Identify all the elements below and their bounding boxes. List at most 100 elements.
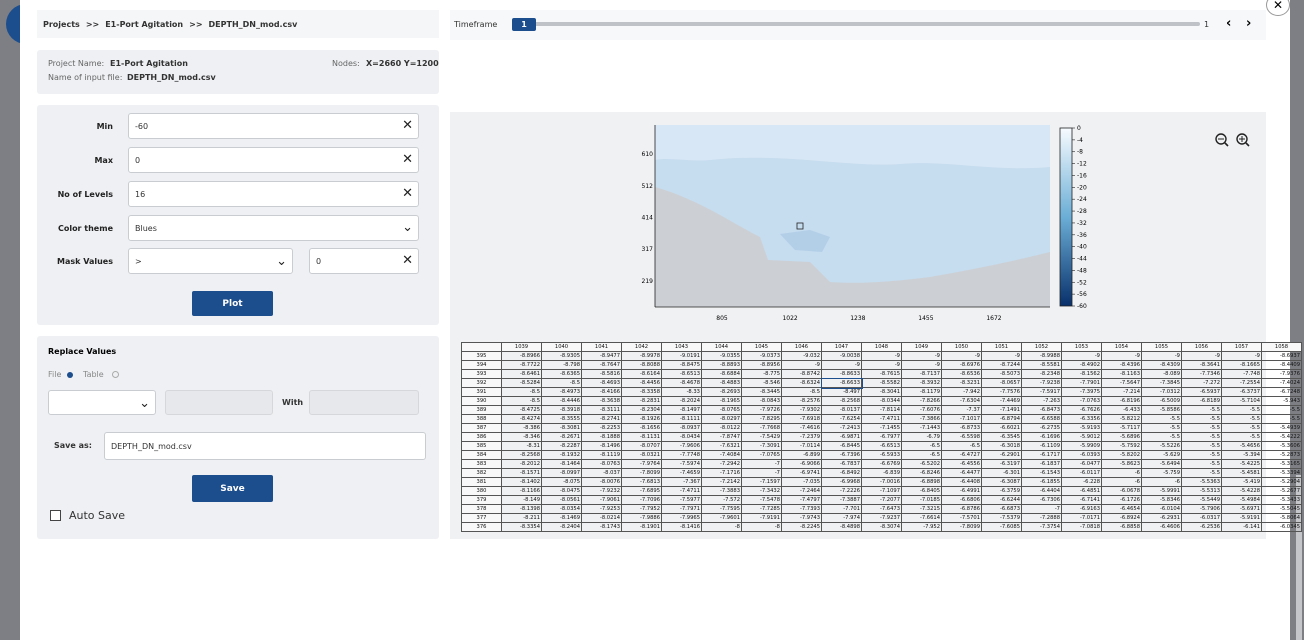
- cell[interactable]: -8.9477: [581, 351, 622, 361]
- cell[interactable]: -8.7647: [581, 360, 622, 370]
- cell[interactable]: -9: [1101, 351, 1142, 361]
- cell[interactable]: -6.9871: [821, 432, 862, 442]
- cell[interactable]: -8.2671: [541, 432, 582, 442]
- cell[interactable]: -5.8212: [1101, 414, 1142, 424]
- cell[interactable]: -7.2942: [701, 459, 742, 469]
- cell[interactable]: -7.6254: [821, 414, 862, 424]
- cell[interactable]: -8.4456: [621, 378, 662, 388]
- cell[interactable]: -5.8623: [1101, 459, 1142, 469]
- cell[interactable]: -7.4469: [981, 396, 1022, 406]
- cell[interactable]: -7: [741, 459, 782, 469]
- cell[interactable]: -6.3356: [1061, 414, 1102, 424]
- cell[interactable]: -6.5009: [1141, 396, 1182, 406]
- cell[interactable]: -8.1464: [541, 459, 582, 469]
- cell[interactable]: -7.0016: [861, 477, 902, 487]
- cell[interactable]: -7.214: [1101, 387, 1142, 397]
- cell[interactable]: -8.798: [541, 360, 582, 370]
- cell[interactable]: -5.8586: [1141, 405, 1182, 415]
- cell[interactable]: -5.5: [1181, 441, 1222, 451]
- cell[interactable]: -5.4228: [1221, 486, 1262, 496]
- cell[interactable]: -8.546: [741, 378, 782, 388]
- cell[interactable]: -7.5379: [981, 513, 1022, 523]
- cell[interactable]: -7.9601: [701, 513, 742, 523]
- cell[interactable]: -8.1469: [541, 513, 582, 523]
- cell[interactable]: -7.6085: [981, 522, 1022, 532]
- cell[interactable]: -8.0344: [861, 396, 902, 406]
- cell[interactable]: -8.2245: [781, 522, 822, 532]
- slider-thumb[interactable]: 1: [512, 18, 536, 31]
- cell[interactable]: -6.8858: [1101, 522, 1142, 532]
- cell[interactable]: -9: [1181, 351, 1222, 361]
- cell[interactable]: -8.4409: [1261, 360, 1302, 370]
- cell[interactable]: -5.3165: [1261, 459, 1302, 469]
- cell[interactable]: -8.386: [501, 423, 542, 433]
- cell[interactable]: -5.5: [1221, 432, 1262, 442]
- cell[interactable]: -6.8786: [941, 504, 982, 514]
- cell[interactable]: -6.2735: [1021, 423, 1062, 433]
- cell[interactable]: -8.31: [501, 441, 542, 451]
- input[interactable]: -60 ✕: [128, 113, 419, 139]
- cell[interactable]: -6.4991: [941, 486, 982, 496]
- cell[interactable]: -5.4225: [1221, 459, 1262, 469]
- cell[interactable]: -8.3918: [541, 405, 582, 415]
- cell[interactable]: -8.0707: [621, 441, 662, 451]
- cell[interactable]: -8.0434: [661, 432, 702, 442]
- cell[interactable]: -9: [821, 360, 862, 370]
- cell[interactable]: -7.4024: [1261, 378, 1302, 388]
- cell[interactable]: -8.4274: [501, 414, 542, 424]
- cell[interactable]: -6.3197: [981, 459, 1022, 469]
- cell[interactable]: -7.0818: [1061, 522, 1102, 532]
- cell[interactable]: -8.037: [581, 468, 622, 478]
- radio-label[interactable]: Table: [83, 370, 104, 379]
- cell[interactable]: -5.5: [1181, 459, 1222, 469]
- cell[interactable]: -7.572: [701, 495, 742, 505]
- cell[interactable]: -8.7137: [901, 369, 942, 379]
- cell[interactable]: -9.032: [781, 351, 822, 361]
- cell[interactable]: -7.2464: [781, 486, 822, 496]
- cell[interactable]: -7: [1021, 504, 1062, 514]
- cell[interactable]: -5.7906: [1181, 504, 1222, 514]
- cell[interactable]: -8.4693: [581, 378, 622, 388]
- cell[interactable]: -8.8956: [741, 360, 782, 370]
- cell[interactable]: -6.5937: [1181, 387, 1222, 397]
- cell[interactable]: -8.3231: [941, 378, 982, 388]
- cell[interactable]: -8.2576: [781, 396, 822, 406]
- cell[interactable]: -7.8266: [901, 396, 942, 406]
- cell[interactable]: -8.2012: [501, 459, 542, 469]
- cell[interactable]: -8.9988: [1021, 351, 1062, 361]
- cell[interactable]: -8.1926: [621, 414, 662, 424]
- cell[interactable]: -6.9066: [781, 459, 822, 469]
- cell[interactable]: -8.2568: [821, 396, 862, 406]
- cell[interactable]: -6.3737: [1221, 387, 1262, 397]
- cell[interactable]: -8.5582: [861, 378, 902, 388]
- cell[interactable]: -7.1017: [941, 414, 982, 424]
- cell[interactable]: -7.4616: [781, 423, 822, 433]
- cell[interactable]: -8.0843: [741, 396, 782, 406]
- cell[interactable]: -7.9743: [781, 513, 822, 523]
- cell[interactable]: -9: [901, 360, 942, 370]
- cell[interactable]: -8.8475: [661, 360, 702, 370]
- cell[interactable]: -7.6473: [861, 504, 902, 514]
- cell[interactable]: -8.0214: [581, 513, 622, 523]
- cell[interactable]: -5.943: [1261, 396, 1302, 406]
- cell[interactable]: -6.1726: [1101, 495, 1142, 505]
- cell[interactable]: -8.6536: [941, 369, 982, 379]
- cell[interactable]: -8.1965: [701, 396, 742, 406]
- cell[interactable]: -7.7952: [621, 504, 662, 514]
- cell[interactable]: -7.7096: [621, 495, 662, 505]
- cell[interactable]: -8.33: [661, 387, 702, 397]
- cell[interactable]: -8.775: [741, 369, 782, 379]
- cell[interactable]: -7.6614: [901, 513, 942, 523]
- cell[interactable]: -8.2253: [581, 423, 622, 433]
- cell[interactable]: -7.8747: [701, 432, 742, 442]
- cell[interactable]: -8.0321: [621, 450, 662, 460]
- zoom-in[interactable]: [1236, 133, 1250, 147]
- cell[interactable]: -6.6588: [1021, 414, 1062, 424]
- cell[interactable]: -7.974: [821, 513, 862, 523]
- cell[interactable]: -9: [1221, 351, 1262, 361]
- cell[interactable]: -7.7668: [741, 423, 782, 433]
- cell[interactable]: -7.1716: [701, 468, 742, 478]
- cell[interactable]: -7.0765: [741, 450, 782, 460]
- cell[interactable]: -5.5: [1181, 450, 1222, 460]
- cell[interactable]: -6.301: [981, 468, 1022, 478]
